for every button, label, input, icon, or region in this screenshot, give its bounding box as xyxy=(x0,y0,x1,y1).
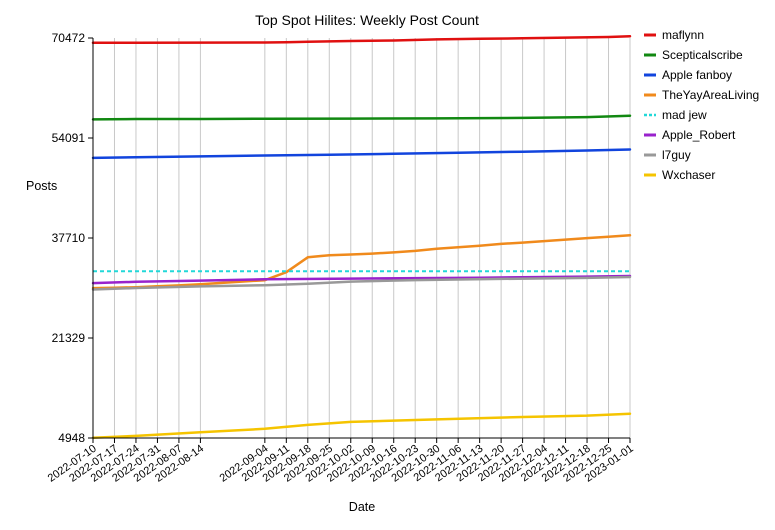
series-line xyxy=(91,275,632,291)
y-tick-label: 37710 xyxy=(52,231,86,245)
legend-label: maflynn xyxy=(662,28,704,42)
legend-label: Apple fanboy xyxy=(662,68,732,82)
series-line xyxy=(91,234,632,290)
gridlines xyxy=(92,38,631,438)
series-line xyxy=(91,114,632,121)
y-tick-label: 4948 xyxy=(58,431,85,445)
chart-title: Top Spot Hilites: Weekly Post Count xyxy=(255,12,479,28)
series-line xyxy=(91,148,632,160)
series-line xyxy=(91,35,632,44)
legend-label: Wxchaser xyxy=(662,168,715,182)
legend: maflynn Scepticalscribe Apple fanboy TheYay… xyxy=(644,28,759,182)
x-axis-label: Date xyxy=(349,500,375,514)
legend-label: mad jew xyxy=(662,108,707,122)
y-tick-label: 70472 xyxy=(52,31,86,45)
legend-label: l7guy xyxy=(662,148,691,162)
y-tick-label: 54091 xyxy=(52,131,86,145)
y-tick-label: 21329 xyxy=(52,331,86,345)
series-lines xyxy=(91,35,632,439)
legend-label: TheYayAreaLiving xyxy=(662,88,759,102)
series-line xyxy=(91,274,632,285)
legend-label: Apple_Robert xyxy=(662,128,736,142)
legend-label: Scepticalscribe xyxy=(662,48,743,62)
y-axis-label: Posts xyxy=(26,179,57,193)
series-line xyxy=(91,412,632,439)
